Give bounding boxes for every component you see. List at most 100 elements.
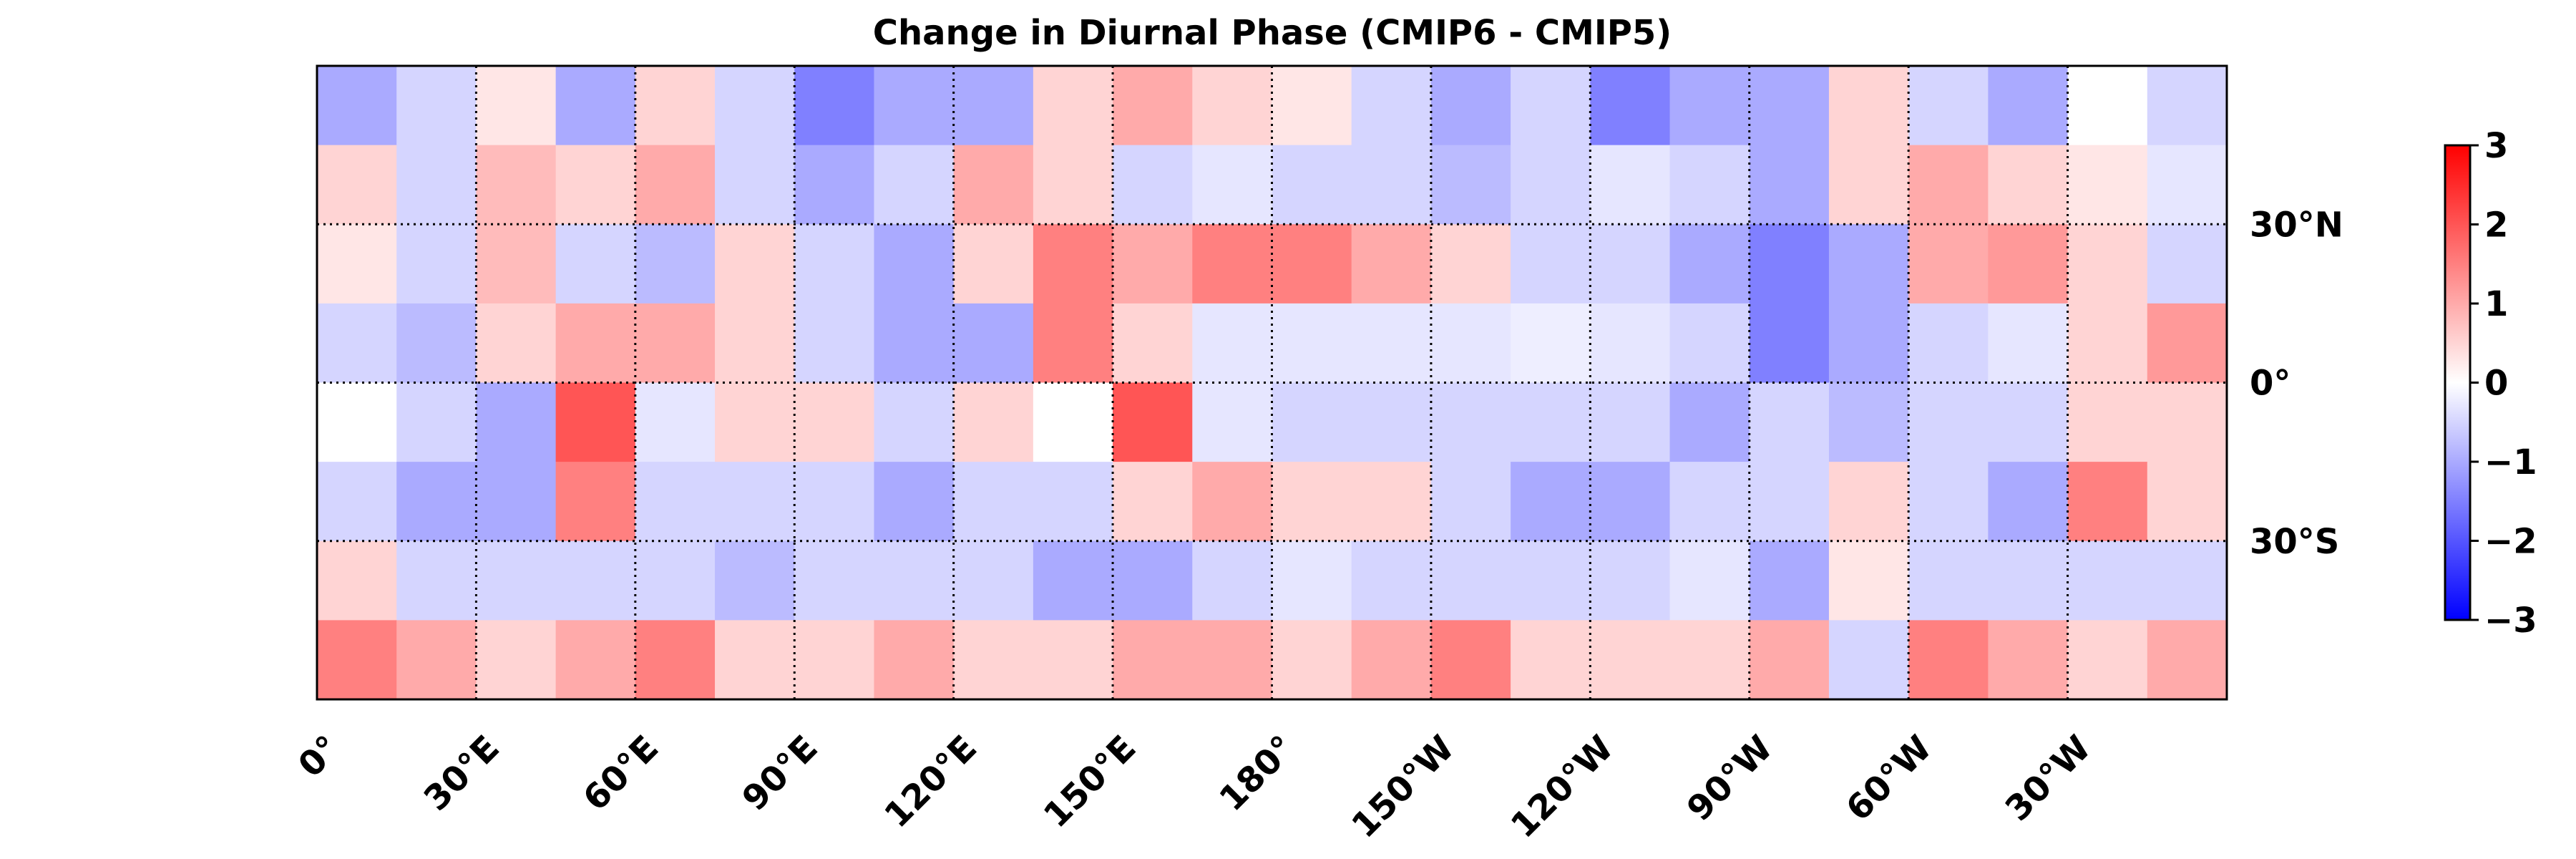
heat-cell — [635, 145, 716, 225]
heat-cell — [1430, 620, 1511, 700]
heat-cell — [1828, 462, 1909, 542]
heat-cell — [1511, 145, 1591, 225]
heat-cell — [635, 224, 716, 304]
heat-cell — [2067, 620, 2148, 700]
heat-cell — [635, 303, 716, 383]
heat-cell — [1351, 462, 1432, 542]
heat-cell — [1430, 382, 1511, 462]
heat-cell — [1590, 66, 1671, 146]
heat-cell — [794, 540, 874, 621]
heat-cell — [2067, 462, 2148, 542]
heat-cell — [1272, 145, 1352, 225]
heat-cell — [1033, 382, 1113, 462]
colorbar-tick-label: 0 — [2484, 364, 2508, 404]
heat-cell — [715, 303, 795, 383]
heat-cell — [1749, 145, 1830, 225]
heat-cell — [555, 540, 636, 621]
heat-cell — [1511, 66, 1591, 146]
map-frame — [316, 64, 2228, 701]
x-tick-label: 30°W — [1998, 728, 2099, 829]
heat-cell — [1828, 303, 1909, 383]
heat-cell — [555, 303, 636, 383]
y-tick-label: 0° — [2250, 364, 2290, 404]
heat-cell — [953, 382, 1034, 462]
heat-cell — [794, 620, 874, 700]
x-tick-label: 150°E — [1036, 728, 1144, 836]
heat-cell — [953, 224, 1034, 304]
heat-cell — [1511, 303, 1591, 383]
heat-cell — [1192, 66, 1272, 146]
heat-cell — [2147, 145, 2228, 225]
x-tick-label: 180° — [1211, 728, 1302, 819]
heat-cell — [1749, 224, 1830, 304]
heat-cell — [874, 382, 955, 462]
heat-cell — [555, 66, 636, 146]
x-tick-label: 150°W — [1344, 728, 1462, 846]
heat-cell — [715, 224, 795, 304]
heat-cell — [2067, 66, 2148, 146]
heat-cell — [874, 462, 955, 542]
heat-cell — [2067, 303, 2148, 383]
heat-cell — [1988, 382, 2069, 462]
heat-cell — [1511, 540, 1591, 621]
heat-cell — [1113, 462, 1193, 542]
heat-cell — [317, 303, 397, 383]
heat-cell — [1113, 540, 1193, 621]
heat-cell — [1430, 224, 1511, 304]
heat-cell — [1908, 382, 1989, 462]
heat-cell — [2067, 382, 2148, 462]
heat-cell — [1908, 620, 1989, 700]
heat-cell — [794, 462, 874, 542]
heat-cell — [476, 303, 557, 383]
heat-cell — [794, 145, 874, 225]
colorbar-tick-label: 1 — [2484, 284, 2508, 324]
heat-cell — [2147, 66, 2228, 146]
colorbar-tick-label: −3 — [2484, 601, 2537, 641]
heat-cell — [2147, 382, 2228, 462]
heat-cell — [1033, 462, 1113, 542]
heat-cell — [1988, 540, 2069, 621]
heat-cell — [715, 66, 795, 146]
heat-cell — [715, 462, 795, 542]
heat-cell — [476, 224, 557, 304]
heat-cell — [874, 303, 955, 383]
heat-cell — [635, 66, 716, 146]
heat-cell — [476, 66, 557, 146]
heat-cell — [476, 462, 557, 542]
heat-cell — [2067, 145, 2148, 225]
heat-cell — [1988, 145, 2069, 225]
heat-cell — [2067, 224, 2148, 304]
heat-cell — [317, 66, 397, 146]
heat-cell — [715, 382, 795, 462]
heat-cell — [1113, 66, 1193, 146]
heat-cell — [1033, 540, 1113, 621]
heat-cell — [635, 540, 716, 621]
heat-cell — [1351, 303, 1432, 383]
y-tick-label: 30°S — [2250, 522, 2339, 562]
heat-cell — [1590, 224, 1671, 304]
heat-cell — [476, 145, 557, 225]
heat-cell — [1272, 462, 1352, 542]
heat-cell — [317, 382, 397, 462]
heat-cell — [1511, 462, 1591, 542]
heat-cell — [1033, 620, 1113, 700]
heat-cell — [555, 382, 636, 462]
heat-cell — [874, 224, 955, 304]
heat-cell — [555, 620, 636, 700]
heat-cell — [1749, 66, 1830, 146]
heat-cell — [953, 66, 1034, 146]
heat-cell — [396, 540, 477, 621]
heat-cell — [2147, 462, 2228, 542]
heat-cell — [1033, 224, 1113, 304]
heat-cell — [1590, 145, 1671, 225]
heat-cell — [1669, 462, 1750, 542]
heat-cell — [794, 66, 874, 146]
heat-cell — [1988, 224, 2069, 304]
heat-cell — [1192, 145, 1272, 225]
heat-cell — [1351, 224, 1432, 304]
heat-cell — [555, 224, 636, 304]
heat-cell — [1908, 224, 1989, 304]
heat-cell — [1351, 145, 1432, 225]
colorbar-tick-label: −1 — [2484, 442, 2537, 482]
heat-cell — [953, 620, 1034, 700]
